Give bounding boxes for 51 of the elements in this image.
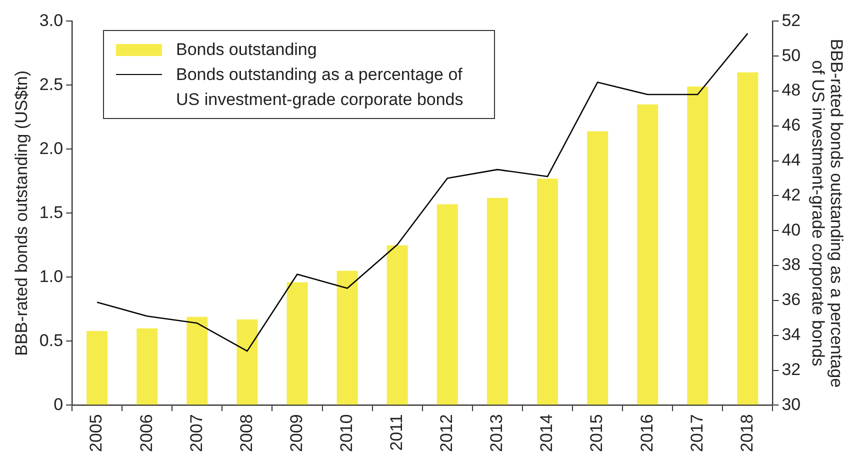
legend-label: Bonds outstanding <box>176 39 317 61</box>
bar <box>536 178 558 405</box>
bar <box>436 204 458 405</box>
y-tick-label: 1.5 <box>39 202 64 222</box>
y-tick-label: 1.0 <box>39 266 64 286</box>
y-tick-label: 0 <box>54 394 64 414</box>
x-tick-label: 2015 <box>587 414 606 452</box>
x-tick-label: 2016 <box>637 414 656 452</box>
y2-tick-label: 52 <box>782 10 801 30</box>
x-tick-label: 2013 <box>487 414 506 452</box>
x-tick-label: 2011 <box>387 414 406 451</box>
bar <box>136 328 158 405</box>
bar <box>486 198 508 405</box>
x-tick-label: 2007 <box>186 414 206 452</box>
y-tick-label: 0.5 <box>39 330 64 350</box>
x-tick-label: 2018 <box>737 414 756 452</box>
y2-axis-title: BBB-rated bonds outstanding as a percentage of US investment-grade corporate bonds <box>808 38 846 388</box>
x-tick-label: 2010 <box>336 414 356 452</box>
y2-tick-label: 38 <box>782 255 801 274</box>
bar <box>186 316 208 405</box>
bar <box>687 86 708 405</box>
bar <box>236 319 258 405</box>
x-tick-label: 2005 <box>86 414 106 452</box>
y2-tick-label: 48 <box>782 80 801 100</box>
y-tick-label: 2.0 <box>39 138 64 158</box>
bar <box>637 104 658 405</box>
y-tick-label: 2.5 <box>39 74 64 94</box>
y2-tick-label: 30 <box>782 394 801 414</box>
x-tick-label: 2012 <box>437 414 456 452</box>
y2-tick-label: 40 <box>782 220 801 240</box>
y2-tick-label: 32 <box>782 360 801 379</box>
y2-tick-label: 34 <box>782 325 801 344</box>
y-tick-label: 3.0 <box>39 10 64 30</box>
y2-tick-label: 42 <box>782 185 801 204</box>
y2-tick-label: 44 <box>782 150 801 170</box>
x-tick-label: 2017 <box>687 414 706 452</box>
x-tick-label: 2006 <box>136 414 156 452</box>
x-tick-label: 2008 <box>236 414 256 452</box>
y-axis-title: BBB-rated bonds outstanding (US$tn) <box>12 70 31 356</box>
bar <box>286 282 308 405</box>
bar <box>386 245 408 405</box>
legend-label: Bonds outstanding as a percentage of US investment-grade corporate bonds <box>176 64 464 111</box>
y2-tick-label: 46 <box>782 116 801 135</box>
bar <box>737 72 758 405</box>
bar <box>336 270 358 405</box>
y2-tick-label: 50 <box>782 46 801 65</box>
bar <box>86 330 108 405</box>
bar <box>587 131 608 405</box>
y2-tick-label: 36 <box>782 290 801 310</box>
x-tick-label: 2014 <box>537 414 556 452</box>
x-tick-label: 2009 <box>286 414 306 452</box>
